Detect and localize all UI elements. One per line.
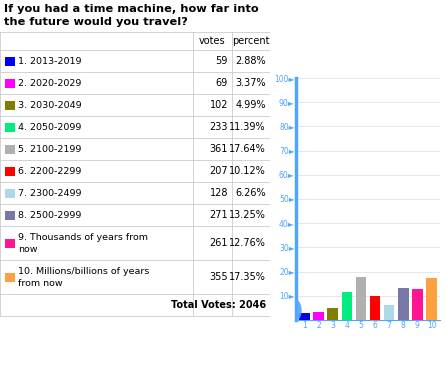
Text: 12.76%: 12.76% <box>229 238 266 248</box>
Text: 128: 128 <box>210 188 228 198</box>
Text: 5. 2100-2199: 5. 2100-2199 <box>18 144 81 153</box>
Text: If you had a time machine, how far into: If you had a time machine, how far into <box>4 4 259 14</box>
Text: 4. 2050-2099: 4. 2050-2099 <box>18 122 81 132</box>
Text: 3. 2030-2049: 3. 2030-2049 <box>18 101 81 110</box>
Text: 13.25%: 13.25% <box>229 210 266 220</box>
Text: 361: 361 <box>210 144 228 154</box>
Text: 2.88%: 2.88% <box>235 56 266 66</box>
Bar <box>299 313 310 320</box>
Bar <box>384 305 394 320</box>
Bar <box>328 308 338 320</box>
Bar <box>341 293 352 320</box>
Bar <box>313 312 324 320</box>
Text: 6. 2200-2299: 6. 2200-2299 <box>18 166 81 175</box>
Bar <box>5 166 15 175</box>
Text: 6.26%: 6.26% <box>235 188 266 198</box>
Text: 261: 261 <box>210 238 228 248</box>
Text: percent: percent <box>232 36 270 46</box>
Text: 233: 233 <box>210 122 228 132</box>
Text: 271: 271 <box>210 210 228 220</box>
Text: 10. Millions/billions of years: 10. Millions/billions of years <box>18 268 150 276</box>
Text: votes: votes <box>199 36 226 46</box>
Text: now: now <box>18 245 37 254</box>
Bar <box>5 273 15 282</box>
Bar <box>5 101 15 110</box>
Text: 355: 355 <box>210 272 228 282</box>
Bar <box>5 211 15 220</box>
Text: 8. 2500-2999: 8. 2500-2999 <box>18 211 81 220</box>
Bar <box>5 239 15 248</box>
Text: 17.35%: 17.35% <box>229 272 266 282</box>
Text: 69: 69 <box>216 78 228 88</box>
Text: 59: 59 <box>216 56 228 66</box>
Text: Total Votes: 2046: Total Votes: 2046 <box>171 300 266 310</box>
Text: from now: from now <box>18 279 63 288</box>
Text: 11.39%: 11.39% <box>229 122 266 132</box>
Bar <box>5 79 15 87</box>
Polygon shape <box>296 301 301 320</box>
Text: 10.12%: 10.12% <box>229 166 266 176</box>
Bar <box>356 277 366 320</box>
Bar <box>5 122 15 132</box>
Bar <box>426 278 437 320</box>
Text: the future would you travel?: the future would you travel? <box>4 17 188 27</box>
Text: 17.64%: 17.64% <box>229 144 266 154</box>
Text: 207: 207 <box>210 166 228 176</box>
Text: 9. Thousands of years from: 9. Thousands of years from <box>18 234 148 243</box>
Bar <box>412 289 423 320</box>
Text: 102: 102 <box>210 100 228 110</box>
Bar <box>5 144 15 153</box>
Bar <box>370 296 380 320</box>
Bar <box>5 189 15 197</box>
Bar <box>5 56 15 65</box>
Text: 1. 2013-2019: 1. 2013-2019 <box>18 56 81 65</box>
Text: 7. 2300-2499: 7. 2300-2499 <box>18 189 81 197</box>
Text: 3.37%: 3.37% <box>235 78 266 88</box>
Text: 4.99%: 4.99% <box>235 100 266 110</box>
Text: 2. 2020-2029: 2. 2020-2029 <box>18 79 81 87</box>
Bar <box>398 288 409 320</box>
